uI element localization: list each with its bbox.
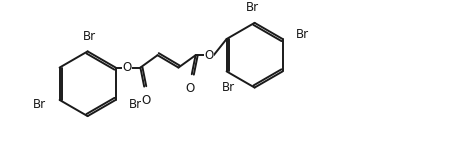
Text: Br: Br <box>129 98 142 111</box>
Text: Br: Br <box>296 28 309 41</box>
Text: Br: Br <box>222 81 235 94</box>
Text: Br: Br <box>246 1 259 14</box>
Text: Br: Br <box>83 30 96 43</box>
Text: O: O <box>185 82 195 95</box>
Text: O: O <box>141 94 151 107</box>
Text: Br: Br <box>33 98 46 111</box>
Text: O: O <box>122 61 132 74</box>
Text: O: O <box>204 49 214 62</box>
